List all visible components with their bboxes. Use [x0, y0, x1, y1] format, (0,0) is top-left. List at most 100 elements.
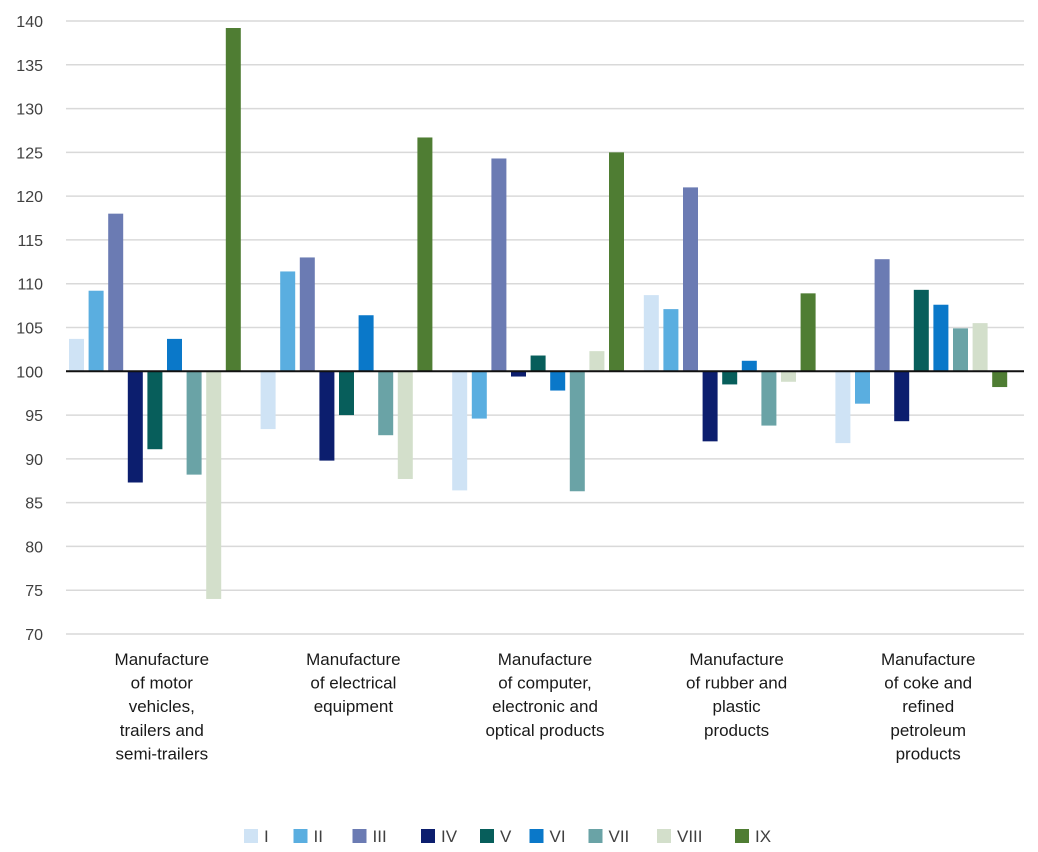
bar: [894, 371, 910, 422]
bar: [378, 371, 394, 436]
bar: [186, 371, 202, 475]
bar: [69, 338, 84, 372]
bar: [397, 371, 413, 479]
category-label: Manufacture: [115, 650, 210, 669]
gridlines: [66, 20, 1024, 635]
bar: [761, 371, 777, 426]
bar: [781, 371, 796, 382]
bar: [491, 158, 507, 372]
category-label: Manufacture: [498, 650, 593, 669]
y-tick-label: 80: [25, 539, 43, 556]
y-tick-label: 115: [17, 233, 43, 250]
bar: [550, 371, 566, 391]
bar: [108, 213, 124, 372]
bar: [589, 351, 605, 372]
legend: I II III IV V VI VII VIII IX: [244, 827, 771, 846]
bar: [835, 371, 851, 444]
category-label: of rubber and: [686, 674, 787, 693]
bar: [147, 371, 163, 450]
bars: [69, 28, 1008, 599]
legend-label: IV: [441, 827, 458, 846]
bar: [339, 371, 354, 416]
category-label: Manufacture: [689, 650, 784, 669]
category-labels: Manufacture of motor vehicles, trailers and…: [115, 650, 976, 763]
legend-swatch: [421, 829, 435, 843]
category-label: semi-trailers: [116, 744, 209, 763]
y-tick-label: 85: [25, 496, 43, 513]
legend-label: V: [500, 827, 512, 846]
bar: [855, 371, 870, 404]
bar: [683, 187, 698, 372]
legend-swatch: [480, 829, 494, 843]
bar: [358, 315, 374, 372]
bar: [127, 371, 143, 483]
category-label: equipment: [314, 697, 394, 716]
bar: [609, 152, 624, 372]
y-tick-label: 120: [16, 189, 43, 206]
category-label: of motor: [131, 674, 194, 693]
legend-swatch: [657, 829, 671, 843]
legend-label: VIII: [677, 827, 703, 846]
bar: [663, 309, 679, 372]
bar: [953, 328, 968, 372]
y-tick-label: 100: [16, 364, 43, 381]
bar: [913, 289, 929, 372]
legend-label: VI: [550, 827, 566, 846]
bar: [741, 360, 757, 372]
legend-swatch: [293, 829, 308, 843]
bar: [471, 371, 487, 419]
bar: [530, 355, 546, 372]
y-tick-label: 140: [16, 14, 43, 31]
legend-label: II: [314, 827, 323, 846]
bar: [167, 338, 182, 372]
category-label: of coke and: [884, 674, 972, 693]
legend-swatch: [735, 829, 749, 843]
category-label: products: [896, 744, 961, 763]
y-tick-label: 125: [16, 145, 43, 162]
category-label: optical products: [485, 721, 604, 740]
y-tick-label: 95: [25, 408, 43, 425]
legend-swatch: [244, 829, 258, 843]
bar: [511, 371, 526, 377]
category-label: of electrical: [310, 674, 396, 693]
y-tick-label: 135: [16, 58, 43, 75]
legend-swatch: [352, 829, 367, 843]
bar: [722, 371, 738, 385]
bar: [88, 290, 104, 372]
category-label: Manufacture: [881, 650, 976, 669]
category-label: vehicles,: [129, 697, 195, 716]
legend-label: III: [373, 827, 387, 846]
bar: [417, 137, 433, 372]
y-tick-label: 90: [25, 452, 43, 469]
bar: [972, 323, 988, 372]
y-axis-tick-labels: 70 75 80 85 90 95 100 105 110 115 120 125 130 135 140: [16, 14, 43, 644]
bar: [874, 259, 890, 372]
legend-swatch: [529, 829, 544, 843]
bar: [319, 371, 335, 461]
bar: [452, 371, 468, 491]
y-tick-label: 130: [16, 102, 43, 119]
y-tick-label: 70: [25, 627, 43, 644]
category-label: refined: [902, 697, 954, 716]
bar: [933, 304, 949, 372]
legend-label: IX: [755, 827, 771, 846]
y-tick-label: 110: [17, 277, 43, 294]
legend-label: VII: [609, 827, 630, 846]
category-label: electronic and: [492, 697, 598, 716]
bar: [702, 371, 718, 442]
bar: [280, 271, 296, 372]
legend-label: I: [264, 827, 269, 846]
category-label: petroleum: [890, 721, 966, 740]
y-tick-label: 75: [25, 583, 43, 600]
bar: [260, 371, 276, 430]
bar: [643, 295, 659, 372]
y-tick-label: 105: [16, 321, 43, 338]
bar: [800, 293, 816, 372]
category-label: plastic: [713, 697, 762, 716]
category-label: products: [704, 721, 769, 740]
category-label: trailers and: [120, 721, 204, 740]
legend-swatch: [588, 829, 603, 843]
category-label: Manufacture: [306, 650, 401, 669]
bar: [206, 371, 222, 599]
